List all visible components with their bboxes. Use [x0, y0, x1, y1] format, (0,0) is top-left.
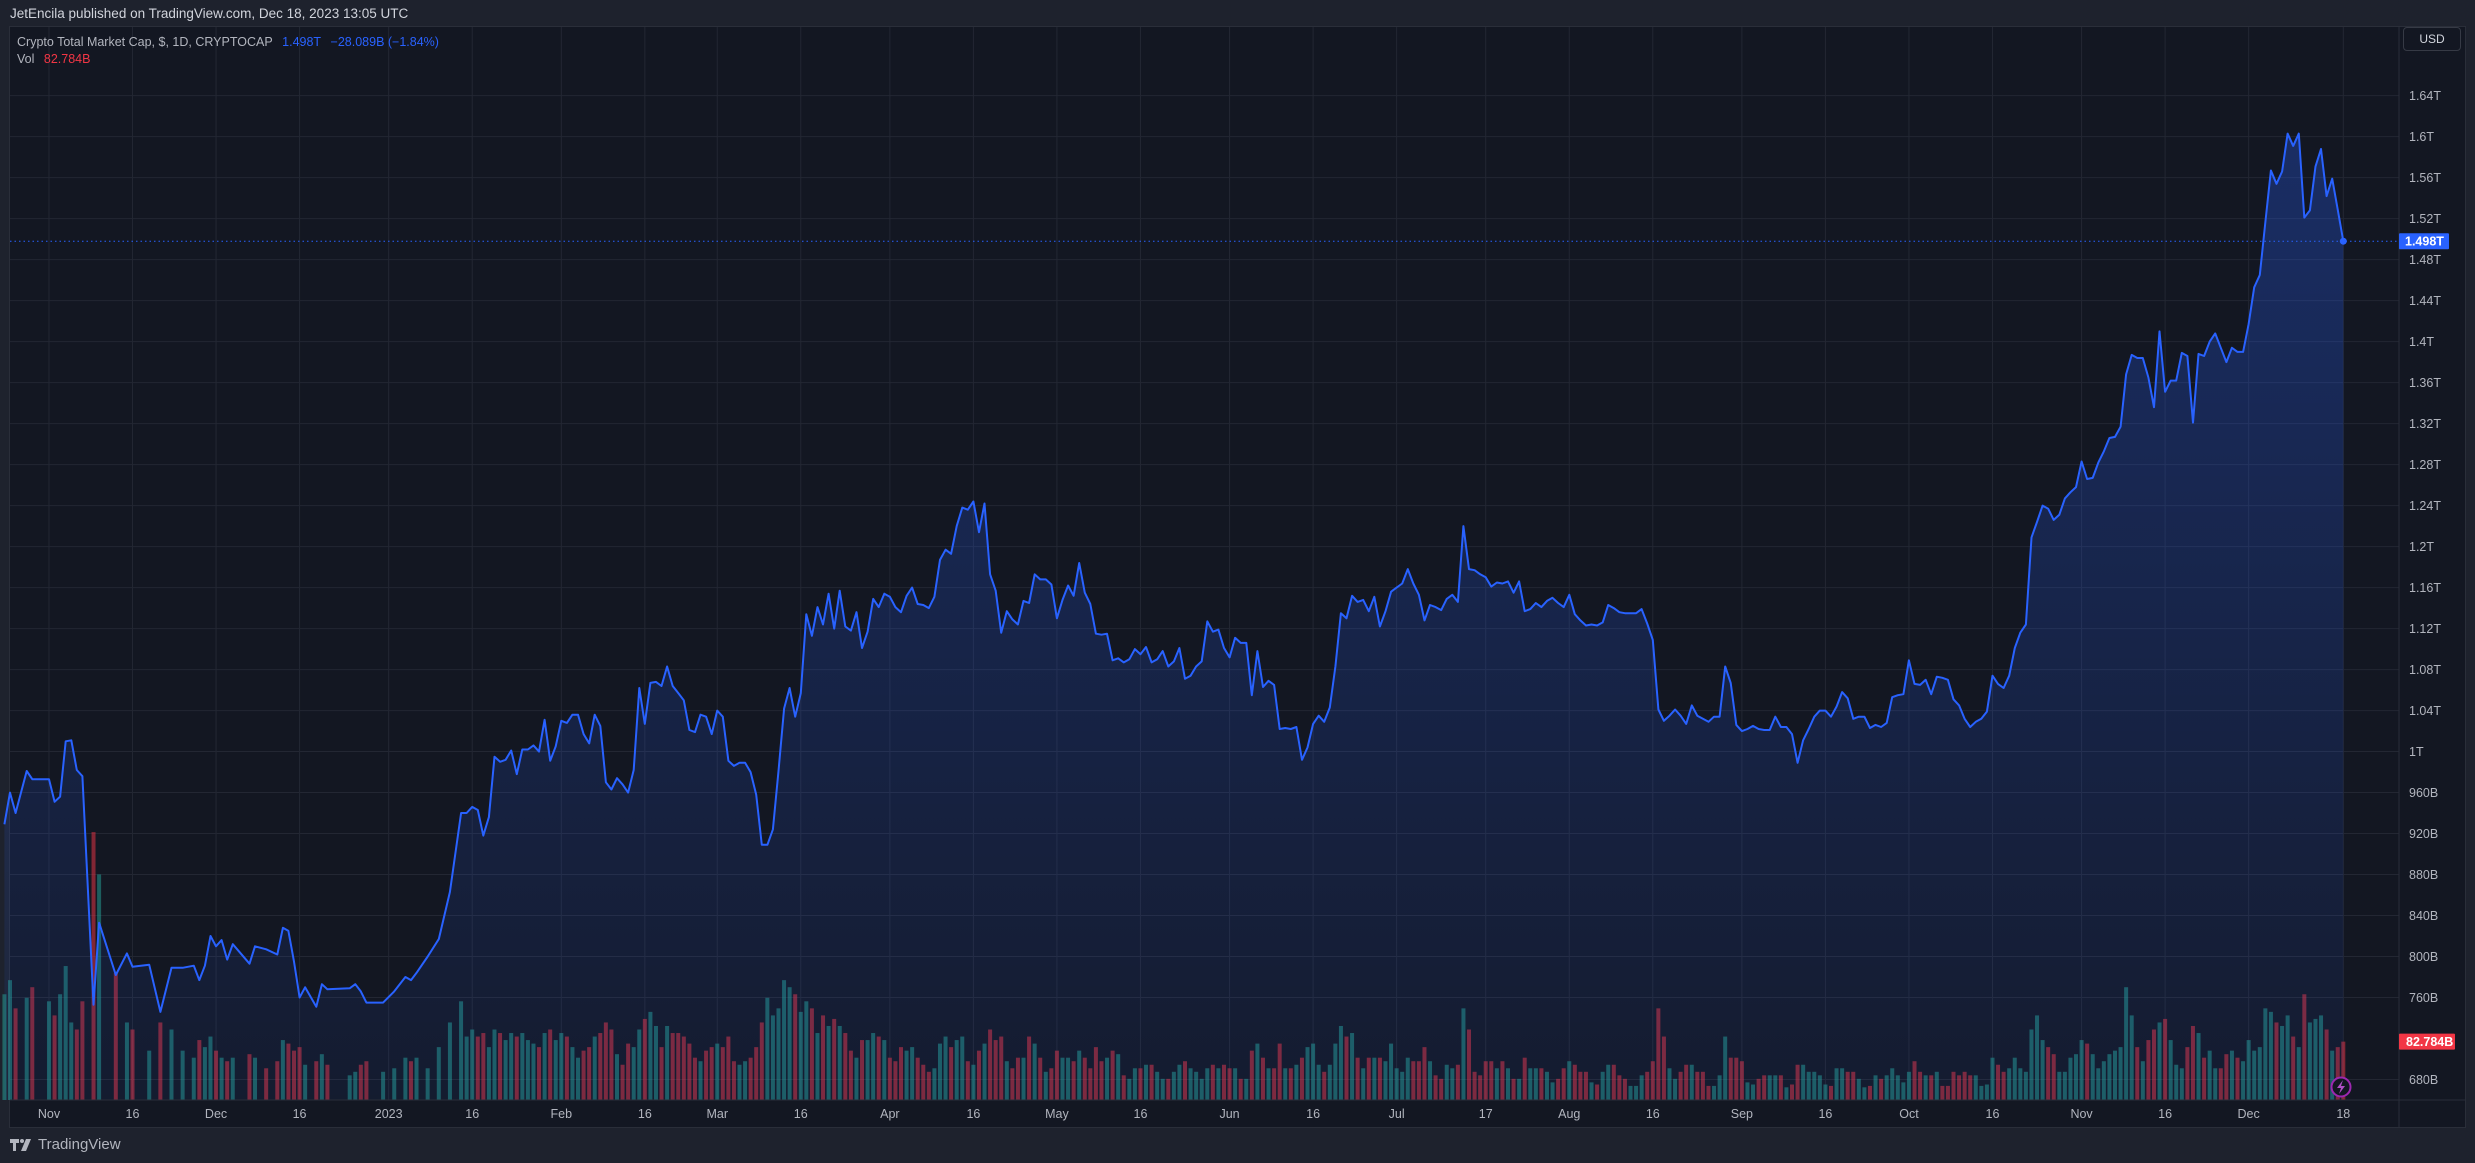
price-badge-label: 1.498T — [2405, 235, 2444, 249]
time-tick-label: 2023 — [375, 1107, 403, 1121]
time-tick-label: 16 — [293, 1107, 307, 1121]
time-tick-label: Dec — [2238, 1107, 2260, 1121]
price-tick-label: 840B — [2409, 909, 2438, 923]
price-tick-label: 1.44T — [2409, 294, 2441, 308]
area-fill — [4, 133, 2344, 1101]
time-axis[interactable]: Nov 16 Dec 16 2023 16 Feb 16 Mar 16 Apr 16 May 16 Jun 1… — [38, 1107, 2350, 1121]
price-tick-label: 1.08T — [2409, 663, 2441, 677]
price-line — [3, 132, 2345, 1013]
price-tick-label: 920B — [2409, 827, 2438, 841]
price-tick-label: 760B — [2409, 991, 2438, 1005]
time-tick-label: May — [1045, 1107, 1069, 1121]
lightning-icon[interactable] — [2330, 1076, 2352, 1098]
time-tick-label: Jun — [1219, 1107, 1239, 1121]
time-tick-label: Nov — [2070, 1107, 2093, 1121]
legend-change: −28.089B (−1.84%) — [330, 35, 439, 49]
time-tick-label: 16 — [1986, 1107, 2000, 1121]
price-tick-label: 1.56T — [2409, 171, 2441, 185]
price-tick-label: 1.04T — [2409, 704, 2441, 718]
price-axis[interactable]: 1.64T 1.6T 1.56T 1.52T 1.48T 1.44T 1.4T 1.36T 1.… — [2409, 89, 2441, 1087]
time-tick-label: 16 — [794, 1107, 808, 1121]
time-tick-label: 16 — [1134, 1107, 1148, 1121]
price-tick-label: 1.64T — [2409, 89, 2441, 103]
price-tick-label: 680B — [2409, 1073, 2438, 1087]
time-tick-label: 16 — [638, 1107, 652, 1121]
volume-badge: 82.784B — [2399, 1033, 2455, 1050]
legend-volume-value: 82.784B — [43, 52, 91, 66]
price-tick-label: 1.2T — [2409, 540, 2434, 554]
price-tick-label: 1.4T — [2409, 335, 2434, 349]
footer-brand: TradingView — [38, 1136, 121, 1153]
time-tick-label: 17 — [1479, 1107, 1493, 1121]
time-tick-label: 16 — [1646, 1107, 1660, 1121]
time-tick-label: 16 — [966, 1107, 980, 1121]
price-badge: 1.498T — [2399, 233, 2449, 250]
price-tick-label: 1.16T — [2409, 581, 2441, 595]
price-tick-label: 800B — [2409, 950, 2438, 964]
volume-bar-down — [2341, 1041, 2346, 1100]
time-tick-label: Oct — [1899, 1107, 1919, 1121]
time-tick-label: 16 — [2158, 1107, 2172, 1121]
price-tick-label: 1.48T — [2409, 253, 2441, 267]
tradingview-logo-icon — [10, 1138, 31, 1151]
price-tick-label: 880B — [2409, 868, 2438, 882]
price-tick-label: 1.12T — [2409, 622, 2441, 636]
price-tick-label: 1.36T — [2409, 376, 2441, 390]
volume-bar-down — [91, 832, 96, 1100]
time-tick-label: Mar — [706, 1107, 728, 1121]
last-price-dot — [2339, 237, 2347, 245]
time-tick-label: Apr — [880, 1107, 899, 1121]
time-tick-label: 18 — [2336, 1107, 2350, 1121]
time-tick-label: Nov — [38, 1107, 61, 1121]
time-tick-label: 16 — [1306, 1107, 1320, 1121]
time-tick-label: 16 — [1818, 1107, 1832, 1121]
legend-main: Crypto Total Market Cap, $, 1D, CRYPTOCA… — [17, 35, 445, 49]
legend-symbol[interactable]: Crypto Total Market Cap, $, 1D, CRYPTOCA… — [17, 35, 273, 49]
legend-last-value: 1.498T — [282, 35, 322, 49]
legend-volume-label[interactable]: Vol — [17, 52, 35, 66]
price-tick-label: 1.24T — [2409, 499, 2441, 513]
time-tick-label: Dec — [205, 1107, 227, 1121]
volume-badge-label: 82.784B — [2406, 1035, 2453, 1049]
time-tick-label: 16 — [126, 1107, 140, 1121]
price-tick-label: 1.6T — [2409, 130, 2434, 144]
currency-button[interactable]: USD — [2403, 27, 2461, 51]
time-tick-label: Aug — [1558, 1107, 1580, 1121]
price-tick-label: 960B — [2409, 786, 2438, 800]
price-tick-label: 1.28T — [2409, 458, 2441, 472]
price-tick-label: 1.32T — [2409, 417, 2441, 431]
time-tick-label: Feb — [551, 1107, 573, 1121]
price-tick-label: 1.52T — [2409, 212, 2441, 226]
time-tick-label: 16 — [465, 1107, 479, 1121]
legend-volume: Vol 82.784B — [17, 52, 96, 66]
tradingview-logo[interactable]: TradingView — [10, 1136, 121, 1153]
publish-info: JetEncila published on TradingView.com, … — [10, 6, 409, 21]
time-tick-label: Sep — [1731, 1107, 1753, 1121]
time-tick-label: Jul — [1389, 1107, 1405, 1121]
price-tick-label: 1T — [2409, 745, 2424, 759]
